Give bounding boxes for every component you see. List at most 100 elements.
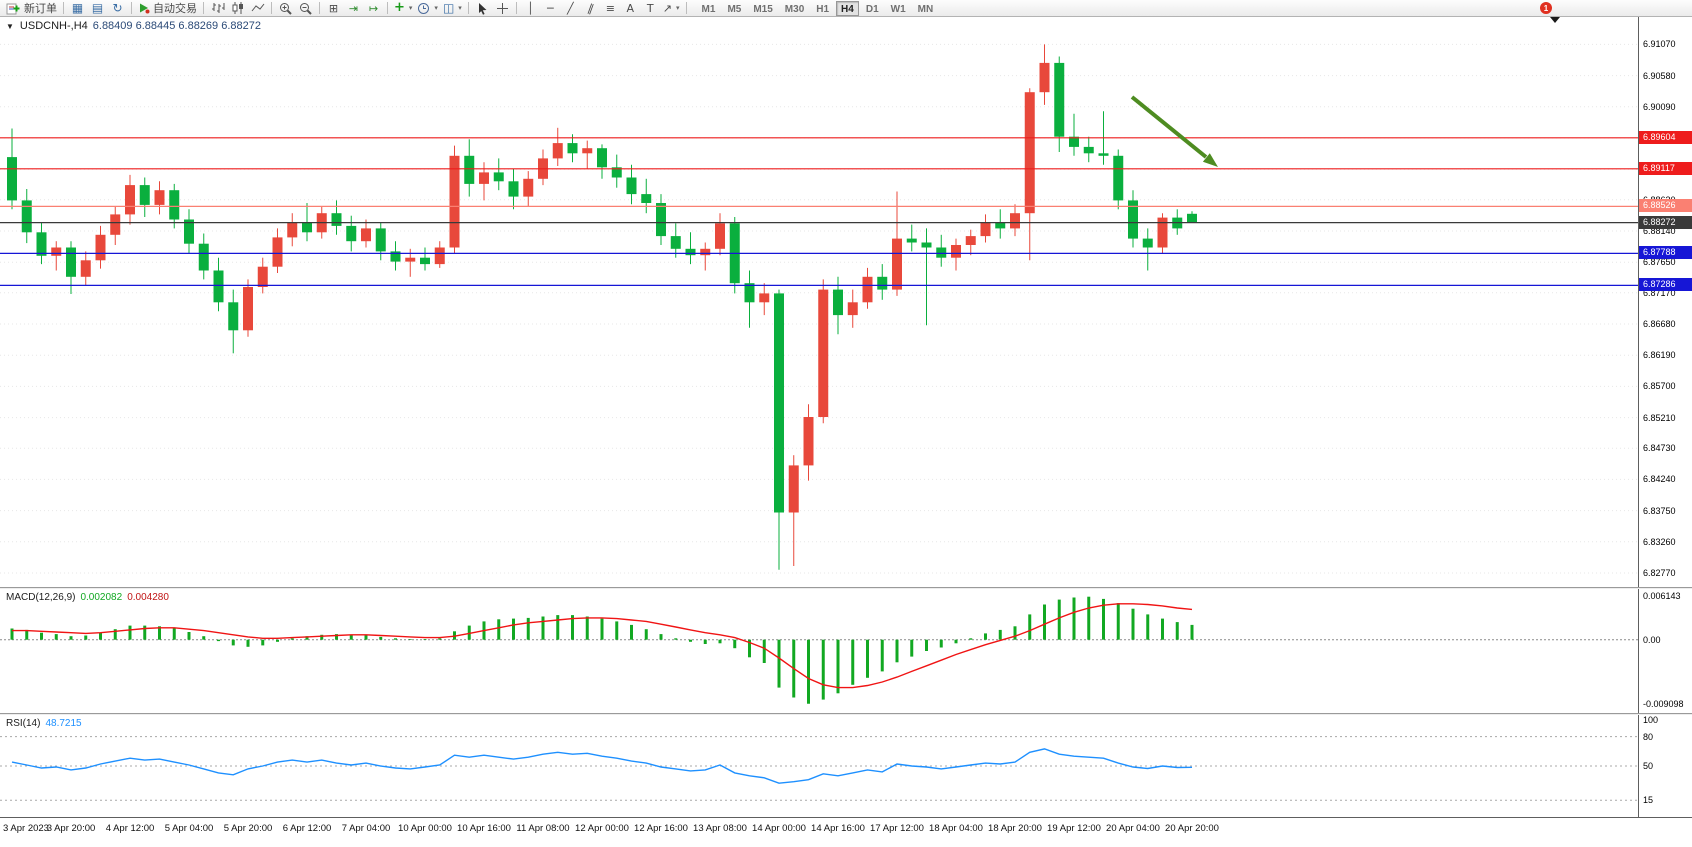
time-axis-label: 11 Apr 08:00 bbox=[516, 823, 570, 834]
timeframe-button-m30[interactable]: M30 bbox=[784, 3, 805, 15]
timeframe-button-d1[interactable]: D1 bbox=[865, 3, 879, 15]
timeframe-button-mn[interactable]: MN bbox=[917, 3, 934, 15]
channel-icon: ∥ bbox=[585, 0, 596, 16]
time-axis[interactable]: 3 Apr 2023 3 Apr 20:00 4 Apr 12:00 5 Apr 04… bbox=[0, 817, 1692, 847]
symbol-title: USDCNH-,H4 bbox=[19, 20, 88, 32]
macd-histogram[interactable] bbox=[10, 596, 1194, 704]
rsi-axis[interactable]: 100 80 50 15 bbox=[1638, 715, 1692, 817]
trend-arrow[interactable] bbox=[1130, 95, 1218, 167]
vertical-line-button[interactable]: │ bbox=[521, 1, 540, 16]
arrow-object-icon: ↗ bbox=[662, 1, 673, 15]
templates-button[interactable]: ◫ ▾ bbox=[441, 1, 464, 16]
candlestick-chart-button[interactable] bbox=[228, 1, 247, 16]
time-axis-label: 5 Apr 20:00 bbox=[223, 823, 273, 834]
auto-scroll-button[interactable]: ⇥ bbox=[344, 1, 363, 16]
zoom-out-icon bbox=[300, 2, 312, 15]
auto-trading-icon bbox=[140, 3, 150, 14]
new-chart-button[interactable]: ▦ bbox=[68, 1, 87, 16]
time-axis-label: 12 Apr 00:00 bbox=[575, 823, 629, 834]
refresh-button[interactable]: ↻ bbox=[108, 1, 127, 16]
chart-menu-triangle-icon[interactable]: ▼ bbox=[6, 21, 14, 31]
chart-shift-marker[interactable] bbox=[1550, 17, 1560, 23]
zoom-in-button[interactable] bbox=[276, 1, 295, 16]
price-axis[interactable]: 6.910706.905806.900906.896006.891106.886… bbox=[1638, 17, 1692, 587]
tile-windows-icon: ⊞ bbox=[328, 1, 339, 15]
rsi-plot-area[interactable] bbox=[0, 715, 1638, 817]
macd-plot-area[interactable] bbox=[0, 589, 1638, 713]
chart-title: ▼ USDCNH-,H4 6.88409 6.88445 6.88269 6.8… bbox=[6, 20, 261, 32]
text-icon: A bbox=[626, 1, 635, 15]
text-button[interactable]: A bbox=[621, 1, 640, 16]
periods-button[interactable]: ▾ bbox=[415, 1, 440, 16]
toolbar-separator bbox=[685, 2, 687, 14]
panel-splitter[interactable] bbox=[0, 587, 1692, 589]
profiles-button[interactable]: ▤ bbox=[88, 1, 107, 16]
timeframe-button-w1[interactable]: W1 bbox=[890, 3, 906, 15]
time-axis-label: 4 Apr 12:00 bbox=[105, 823, 155, 834]
rsi-levels bbox=[0, 736, 1638, 801]
time-axis-label: 14 Apr 00:00 bbox=[752, 823, 806, 834]
macd-signal-line[interactable] bbox=[12, 603, 1193, 689]
chart-shift-button[interactable]: ↦ bbox=[364, 1, 383, 16]
new-order-button[interactable]: 新订单 bbox=[4, 1, 59, 16]
candlesticks[interactable] bbox=[7, 44, 1197, 570]
refresh-icon: ↻ bbox=[112, 1, 123, 15]
horizontal-line-button[interactable]: ─ bbox=[541, 1, 560, 16]
price-tag: 6.89117 bbox=[1639, 161, 1692, 175]
toolbar-separator bbox=[63, 2, 64, 14]
zoom-out-button[interactable] bbox=[296, 1, 315, 16]
axis-label: 100 bbox=[1643, 715, 1659, 725]
axis-label: 6.87170 bbox=[1643, 287, 1676, 298]
main-chart-panel: ▼ USDCNH-,H4 6.88409 6.88445 6.88269 6.8… bbox=[0, 17, 1692, 587]
macd-value: 0.002082 bbox=[80, 592, 123, 603]
notification-badge[interactable]: 1 bbox=[1540, 2, 1552, 14]
price-tag: 6.88526 bbox=[1639, 199, 1692, 213]
toolbar: 新订单 ▦ ▤ ↻ 自动交易 ⊞ ⇥ ↦ + ▾ ▾ ◫ ▾ │ ─ ╱ ∥ ≡ bbox=[0, 0, 1692, 17]
rsi-value: 48.7215 bbox=[45, 718, 82, 729]
time-axis-label: 7 Apr 04:00 bbox=[341, 823, 391, 834]
fibonacci-button[interactable]: ≡ bbox=[601, 1, 620, 16]
candlestick-plot-area[interactable] bbox=[0, 17, 1638, 587]
chevron-down-icon: ▾ bbox=[676, 4, 680, 12]
axis-label: 6.84240 bbox=[1643, 474, 1676, 485]
profiles-icon: ▤ bbox=[91, 1, 104, 15]
timeframe-button-m15[interactable]: M15 bbox=[753, 3, 773, 15]
time-axis-label: 10 Apr 00:00 bbox=[398, 823, 452, 834]
toolbar-separator bbox=[387, 2, 388, 14]
time-axis-label: 20 Apr 04:00 bbox=[1106, 823, 1160, 834]
indicators-button[interactable]: + ▾ bbox=[392, 1, 414, 16]
timeframe-button-m5[interactable]: M5 bbox=[727, 3, 742, 15]
tile-windows-button[interactable]: ⊞ bbox=[324, 1, 343, 16]
cursor-icon bbox=[478, 2, 487, 15]
new-chart-icon: ▦ bbox=[71, 1, 84, 15]
cursor-button[interactable] bbox=[473, 1, 492, 16]
timeframe-button-h4[interactable]: H4 bbox=[836, 0, 859, 16]
time-axis-label: 18 Apr 20:00 bbox=[988, 823, 1042, 834]
axis-label: 6.87650 bbox=[1643, 257, 1676, 268]
line-chart-icon bbox=[251, 3, 264, 12]
line-chart-button[interactable] bbox=[248, 1, 267, 16]
channel-button[interactable]: ∥ bbox=[581, 1, 600, 16]
bar-chart-button[interactable] bbox=[208, 1, 227, 16]
timeframe-button-h1[interactable]: H1 bbox=[816, 3, 830, 15]
auto-trading-button[interactable]: 自动交易 bbox=[136, 1, 199, 16]
time-axis-label: 19 Apr 12:00 bbox=[1047, 823, 1101, 834]
time-axis-label: 6 Apr 12:00 bbox=[282, 823, 332, 834]
crosshair-icon bbox=[496, 2, 508, 14]
zoom-in-icon bbox=[280, 2, 292, 15]
crosshair-button[interactable] bbox=[493, 1, 512, 16]
rsi-line[interactable] bbox=[11, 748, 1193, 784]
axis-label: 0.006143 bbox=[1643, 591, 1681, 602]
time-axis-label: 3 Apr 2023 bbox=[3, 823, 49, 834]
arrows-button[interactable]: ↗ ▾ bbox=[661, 1, 682, 16]
panel-splitter[interactable] bbox=[0, 713, 1692, 715]
chevron-down-icon: ▾ bbox=[434, 4, 438, 12]
text-label-button[interactable]: T bbox=[641, 1, 660, 16]
axis-label: 6.82770 bbox=[1643, 568, 1676, 578]
time-axis-label: 10 Apr 16:00 bbox=[457, 823, 511, 834]
macd-axis[interactable]: 0.006143 0.00 -0.009098 bbox=[1638, 589, 1692, 713]
time-axis-label: 13 Apr 08:00 bbox=[693, 823, 747, 834]
timeframe-button-m1[interactable]: M1 bbox=[701, 3, 716, 15]
new-order-label: 新订单 bbox=[24, 2, 57, 15]
trendline-button[interactable]: ╱ bbox=[561, 1, 580, 16]
